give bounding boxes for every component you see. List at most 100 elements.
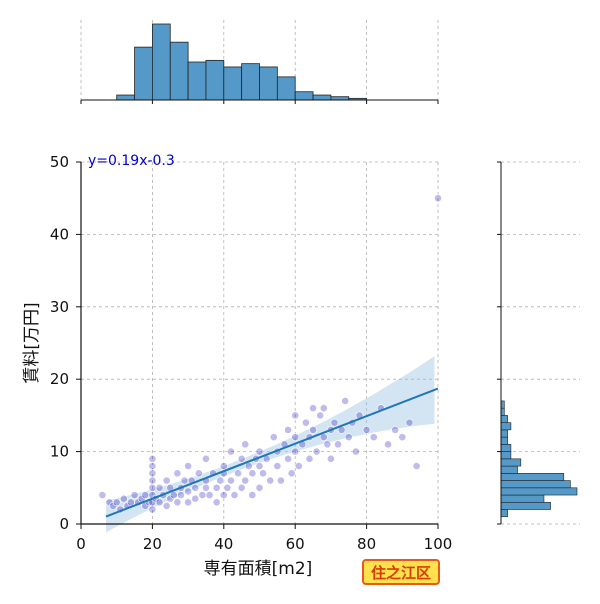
y-tick-label: 40 bbox=[50, 225, 69, 243]
scatter-point bbox=[291, 411, 300, 420]
scatter-point bbox=[266, 476, 275, 485]
scatter-point bbox=[184, 487, 192, 496]
scatter-point bbox=[284, 454, 292, 463]
scatter-point bbox=[316, 411, 325, 420]
scatter-point bbox=[344, 433, 353, 442]
scatter-point bbox=[341, 397, 350, 405]
scatter-point bbox=[177, 491, 185, 499]
scatter-point bbox=[155, 498, 164, 507]
x-tick-label: 100 bbox=[424, 535, 453, 553]
x-tick-label: 60 bbox=[286, 535, 305, 553]
scatter-point bbox=[180, 476, 189, 485]
scatter-point bbox=[405, 418, 414, 427]
scatter-point bbox=[130, 491, 139, 499]
scatter-point bbox=[162, 476, 171, 485]
scatter-point bbox=[173, 498, 182, 507]
scatter-point bbox=[198, 491, 207, 499]
y-hist-bar bbox=[500, 465, 518, 474]
x-hist-bar bbox=[294, 91, 314, 101]
scatter-point bbox=[351, 447, 360, 456]
y-hist-bar bbox=[500, 444, 512, 452]
y-tick-label: 50 bbox=[50, 153, 69, 171]
axes bbox=[76, 161, 439, 529]
x-axis-label: 専有面積[m2] bbox=[204, 559, 313, 579]
y-hist-bar bbox=[500, 458, 522, 467]
scatter-point bbox=[112, 498, 121, 507]
scatter-point bbox=[248, 491, 257, 499]
scatter-point bbox=[191, 494, 200, 503]
district-badge: 住之江区 bbox=[362, 559, 440, 585]
y-hist-bar bbox=[500, 415, 508, 423]
scatter-point bbox=[323, 440, 332, 449]
scatter-point bbox=[319, 404, 328, 413]
scatter-point bbox=[241, 440, 250, 449]
annotation-equation: y=0.19x-0.3 bbox=[88, 153, 175, 169]
scatter-point bbox=[169, 491, 178, 499]
y-hist-bar bbox=[500, 501, 551, 510]
x-hist-bar bbox=[169, 41, 189, 101]
confidence-band bbox=[106, 356, 435, 533]
scatter-point bbox=[212, 483, 221, 492]
y-marginal-histogram bbox=[497, 161, 578, 525]
scatter-point bbox=[119, 494, 128, 503]
scatter-point bbox=[237, 454, 246, 463]
scatter-point bbox=[202, 483, 210, 492]
scatter-point bbox=[273, 462, 282, 470]
scatter-point bbox=[141, 491, 150, 499]
x-hist-bar bbox=[134, 46, 153, 101]
scatter-point bbox=[148, 454, 157, 463]
scatter-point bbox=[312, 447, 321, 456]
scatter-point bbox=[412, 462, 421, 470]
scatter-point bbox=[384, 440, 392, 449]
y-hist-bar bbox=[500, 451, 512, 460]
scatter-point bbox=[309, 425, 317, 434]
scatter-point bbox=[216, 476, 225, 485]
scatter-point bbox=[230, 491, 239, 499]
regression-line-group bbox=[105, 387, 439, 518]
x-hist-bar bbox=[312, 94, 332, 101]
scatter-point bbox=[205, 491, 214, 499]
scatter-point bbox=[241, 476, 250, 485]
y-tick-label: 20 bbox=[50, 370, 69, 388]
scatter-point bbox=[202, 454, 210, 463]
x-tick-label: 0 bbox=[76, 535, 86, 553]
x-hist-bar bbox=[276, 76, 296, 101]
scatter-point bbox=[334, 440, 342, 449]
scatter-point bbox=[284, 425, 292, 434]
scatter-point bbox=[255, 462, 264, 470]
tick-labels: 0 20 40 60 80 100 0 10 20 30 40 50 bbox=[50, 153, 452, 553]
x-tick-label: 80 bbox=[357, 535, 376, 553]
regression-line bbox=[105, 387, 439, 518]
y-hist-bar bbox=[500, 494, 545, 503]
scatter-point bbox=[391, 425, 400, 434]
y-hist-bar bbox=[500, 480, 571, 489]
scatter-point bbox=[184, 462, 192, 470]
y-hist-bar bbox=[500, 429, 508, 438]
scatter-point bbox=[162, 501, 171, 510]
scatter-point bbox=[212, 498, 221, 507]
y-tick-label: 30 bbox=[50, 298, 69, 316]
y-hist-bar bbox=[500, 487, 578, 496]
scatter-point bbox=[191, 483, 200, 492]
x-hist-bar bbox=[223, 66, 243, 101]
scatter-point bbox=[148, 483, 157, 492]
x-tick-label: 40 bbox=[214, 535, 233, 553]
scatter-point bbox=[277, 476, 285, 485]
scatter-point bbox=[223, 483, 232, 492]
x-hist-bar bbox=[187, 61, 207, 101]
scatter-point bbox=[330, 418, 339, 427]
scatter-point bbox=[219, 491, 228, 499]
scatter-point bbox=[248, 469, 257, 478]
grid-lines bbox=[80, 20, 580, 525]
scatter-point bbox=[302, 418, 310, 427]
y-axis-label: 賃料[万円] bbox=[22, 302, 42, 383]
scatter-point bbox=[219, 462, 228, 470]
scatter-point bbox=[291, 433, 300, 442]
scatter-point bbox=[434, 194, 442, 203]
scatter-point bbox=[127, 498, 135, 507]
scatter-point bbox=[184, 498, 192, 507]
x-hist-bar bbox=[259, 66, 278, 101]
scatter-point bbox=[227, 447, 235, 456]
